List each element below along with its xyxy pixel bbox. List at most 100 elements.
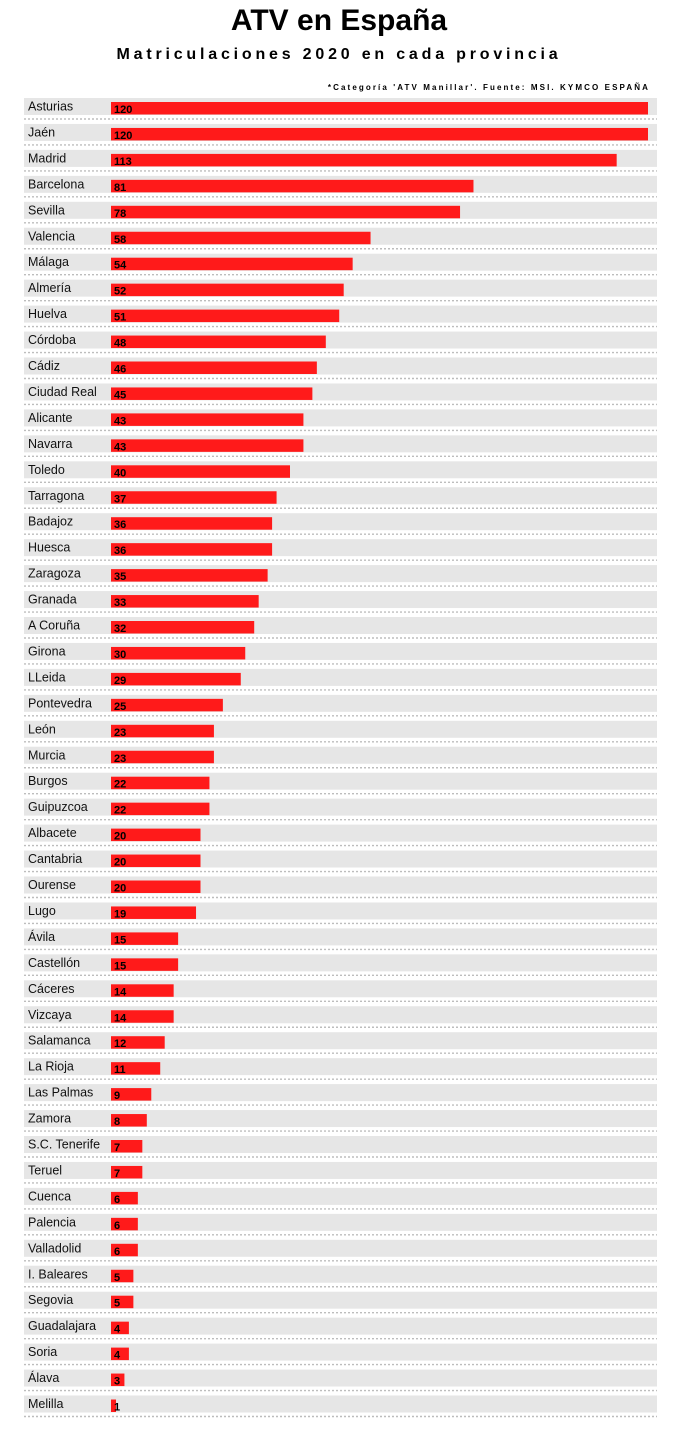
- bar: [111, 257, 353, 271]
- category-label: Badajoz: [28, 515, 73, 529]
- row-background: [24, 1239, 657, 1257]
- bar: [111, 543, 273, 556]
- category-label: Ciudad Real: [28, 385, 97, 399]
- category-label: Almería: [28, 281, 71, 295]
- category-label: Granada: [28, 593, 77, 607]
- category-label: Las Palmas: [28, 1086, 93, 1100]
- category-label: Valencia: [28, 229, 75, 243]
- bar: [111, 802, 210, 816]
- row-background: [24, 954, 657, 972]
- category-label: Teruel: [28, 1163, 62, 1177]
- value-label: 54: [114, 260, 127, 272]
- bar: [111, 1165, 143, 1179]
- category-label: Navarra: [28, 437, 73, 451]
- category-label: Lugo: [28, 904, 56, 918]
- bar: [111, 153, 617, 167]
- value-label: 43: [114, 441, 126, 453]
- value-label: 45: [114, 389, 126, 401]
- bar: [111, 750, 214, 764]
- bar: [111, 1347, 129, 1361]
- category-label: Barcelona: [28, 177, 84, 191]
- bar: [111, 569, 268, 582]
- bar: [111, 828, 201, 842]
- value-label: 30: [114, 649, 126, 661]
- bar: [111, 309, 340, 323]
- bar: [111, 932, 179, 945]
- row-background: [24, 1006, 657, 1024]
- row-background: [24, 1291, 657, 1309]
- bar: [111, 439, 304, 452]
- value-label: 120: [114, 130, 132, 142]
- row-background: [24, 1136, 657, 1153]
- bar: [111, 621, 255, 634]
- bar: [111, 724, 214, 738]
- bar: [111, 1010, 174, 1023]
- value-label: 4: [114, 1350, 121, 1362]
- category-label: Melilla: [28, 1397, 63, 1411]
- value-label: 19: [114, 908, 126, 920]
- value-label: 14: [114, 1012, 127, 1024]
- category-label: Álava: [28, 1370, 59, 1385]
- row-background: [24, 1084, 657, 1102]
- value-label: 6: [114, 1194, 120, 1206]
- category-label: Guipuzcoa: [28, 800, 88, 814]
- value-label: 120: [114, 104, 132, 116]
- value-label: 35: [114, 571, 126, 583]
- row-background: [24, 1187, 657, 1205]
- value-label: 12: [114, 1038, 126, 1050]
- category-label: S.C. Tenerife: [28, 1138, 100, 1152]
- category-label: LLeida: [28, 670, 66, 684]
- value-label: 20: [114, 831, 126, 843]
- category-label: Jaén: [28, 125, 55, 139]
- category-label: Tarragona: [28, 489, 84, 503]
- value-label: 14: [114, 986, 127, 998]
- bar: [111, 958, 179, 971]
- row-background: [24, 1161, 657, 1179]
- bar: [111, 1140, 143, 1153]
- bar: [111, 517, 273, 530]
- bar: [111, 1399, 116, 1412]
- category-label: Cádiz: [28, 359, 60, 373]
- bar: [111, 1191, 138, 1205]
- bar: [111, 1088, 152, 1101]
- category-label: Madrid: [28, 151, 66, 165]
- category-label: A Coruña: [28, 619, 80, 633]
- value-label: 20: [114, 883, 126, 895]
- row-background: [24, 1032, 657, 1050]
- value-label: 43: [114, 415, 126, 427]
- bar: [111, 854, 201, 868]
- bar: [111, 491, 277, 504]
- category-label: Murcia: [28, 748, 66, 762]
- value-label: 29: [114, 675, 126, 687]
- value-label: 36: [114, 519, 126, 531]
- category-label: Málaga: [28, 255, 69, 269]
- category-label: Ourense: [28, 878, 76, 892]
- bar: [111, 906, 197, 919]
- bar: [111, 1217, 138, 1231]
- bar: [111, 776, 210, 790]
- bar: [111, 698, 223, 712]
- bar: [111, 984, 174, 997]
- value-label: 51: [114, 312, 126, 324]
- row-background: [24, 1317, 657, 1335]
- bar: [111, 595, 259, 608]
- bar: [111, 1114, 147, 1127]
- row-background: [24, 1343, 657, 1361]
- category-label: Cáceres: [28, 982, 75, 996]
- value-label: 48: [114, 338, 126, 350]
- category-label: Cantabria: [28, 852, 82, 866]
- bar: [111, 335, 326, 349]
- bar: [111, 361, 317, 374]
- bar: [111, 231, 371, 245]
- source-note: *Categoría 'ATV Manillar'. Fuente: MSI. …: [327, 83, 650, 92]
- value-label: 3: [114, 1376, 120, 1388]
- value-label: 37: [114, 493, 126, 505]
- value-label: 58: [114, 234, 126, 246]
- value-label: 15: [114, 934, 126, 946]
- value-label: 7: [114, 1168, 120, 1180]
- value-label: 6: [114, 1220, 120, 1232]
- bar: [111, 1321, 129, 1335]
- bar: [111, 127, 648, 141]
- value-label: 23: [114, 727, 126, 739]
